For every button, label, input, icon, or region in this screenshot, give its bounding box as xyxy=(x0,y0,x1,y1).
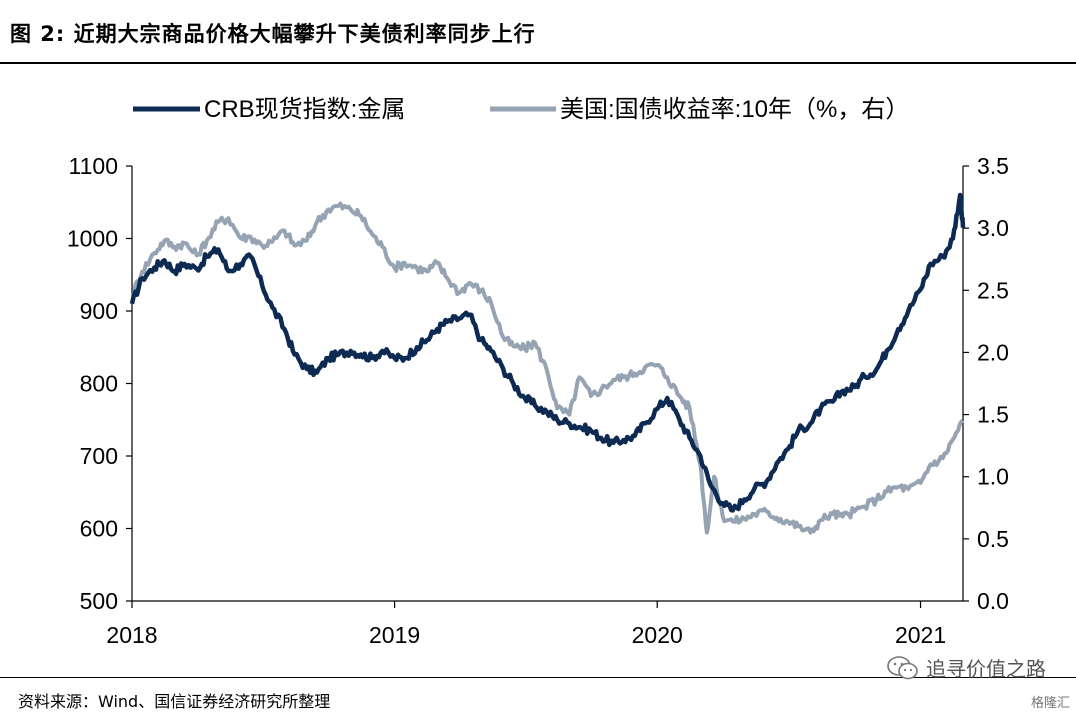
y-left-tick-label: 500 xyxy=(80,588,118,614)
chart-series xyxy=(129,192,966,535)
y-left-tick-label: 600 xyxy=(80,516,118,542)
footer-divider xyxy=(0,677,1076,678)
y-right-tick-label: 2.0 xyxy=(977,339,1009,365)
page-title: 图 2: 近期大宗商品价格大幅攀升下美债利率同步上行 xyxy=(10,22,536,46)
y-left-tick-label: 900 xyxy=(80,298,118,324)
wechat-icon xyxy=(887,655,918,679)
legend-label-ust: 美国:国债收益率:10年（%，右） xyxy=(560,96,909,123)
y-left-tick-label: 700 xyxy=(80,443,118,469)
y-left-tick-label: 1100 xyxy=(69,153,118,179)
y-right-tick-label: 3.0 xyxy=(977,215,1009,241)
y-right-tick-label: 1.5 xyxy=(977,402,1009,428)
y-left-tick-label: 1000 xyxy=(67,226,118,252)
x-tick-label: 2018 xyxy=(106,622,157,648)
chart-axes: 500 600 700 800 900 1000 1100 0.0 0.5 1.0 1.5 2.0 2.… xyxy=(67,153,1009,648)
watermark-badge: 格隆汇 xyxy=(1030,696,1070,711)
title-divider xyxy=(0,62,1076,64)
chart-legend: CRB现货指数:金属 美国:国债收益率:10年（%，右） xyxy=(133,96,909,123)
legend-label-crb: CRB现货指数:金属 xyxy=(204,96,405,123)
y-right-tick-label: 0.0 xyxy=(977,588,1009,614)
y-left-tick-label: 800 xyxy=(80,371,118,397)
source-note: 资料来源：Wind、国信证券经济研究所整理 xyxy=(18,692,331,711)
x-tick-label: 2020 xyxy=(632,622,683,648)
watermark: 追寻价值之路 xyxy=(886,653,1046,682)
x-tick-label: 2021 xyxy=(895,622,946,648)
y-right-tick-label: 2.5 xyxy=(977,277,1009,303)
watermark-text: 追寻价值之路 xyxy=(926,657,1046,681)
y-right-tick-label: 0.5 xyxy=(977,526,1009,552)
x-tick-label: 2019 xyxy=(369,622,420,648)
y-right-tick-label: 1.0 xyxy=(977,464,1009,490)
y-right-tick-label: 3.5 xyxy=(977,153,1009,179)
series-line-crb xyxy=(129,192,966,513)
series-line-ust xyxy=(131,201,964,535)
